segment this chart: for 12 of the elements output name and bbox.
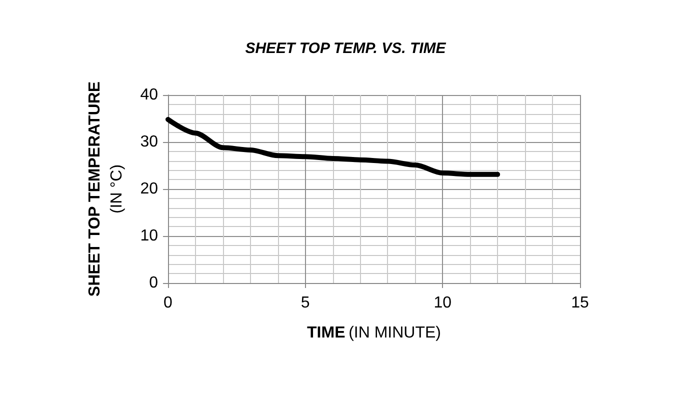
x-tick-label: 0 — [164, 294, 173, 312]
y-tick-label: 10 — [140, 228, 158, 244]
x-tick-label: 15 — [571, 294, 589, 312]
x-tick-label: 10 — [434, 294, 452, 312]
y-tick-label: 0 — [149, 274, 158, 292]
y-tick-label: 20 — [140, 180, 158, 198]
y-tick-label: 40 — [140, 86, 158, 104]
x-axis-title: TIME (IN MINUTE) — [307, 324, 441, 342]
y-tick-label: 30 — [140, 134, 158, 150]
y-axis-title: SHEET TOP TEMPERATURE (IN °C) — [86, 81, 126, 297]
chart-title: SHEET TOP TEMP. VS. TIME — [245, 40, 447, 57]
x-tick-label: 5 — [300, 294, 310, 312]
